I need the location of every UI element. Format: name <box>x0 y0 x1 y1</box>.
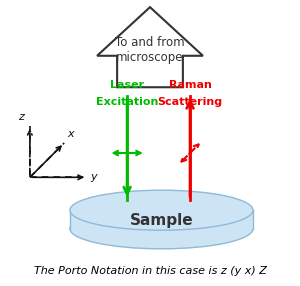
Text: Sample: Sample <box>130 213 193 228</box>
Ellipse shape <box>70 190 253 230</box>
Text: Raman: Raman <box>169 80 212 90</box>
Text: y: y <box>90 172 97 182</box>
Text: Excitation: Excitation <box>96 97 158 107</box>
Text: The Porto Notation in this case is z (y x) Z̅: The Porto Notation in this case is z (y … <box>34 266 266 276</box>
Text: x: x <box>67 129 74 139</box>
Text: z: z <box>18 112 24 122</box>
Polygon shape <box>70 210 253 229</box>
Text: Scattering: Scattering <box>158 97 223 107</box>
Text: Laser: Laser <box>110 80 144 90</box>
Ellipse shape <box>70 209 253 249</box>
Text: To and from
microscope: To and from microscope <box>115 36 185 64</box>
Polygon shape <box>97 7 203 87</box>
